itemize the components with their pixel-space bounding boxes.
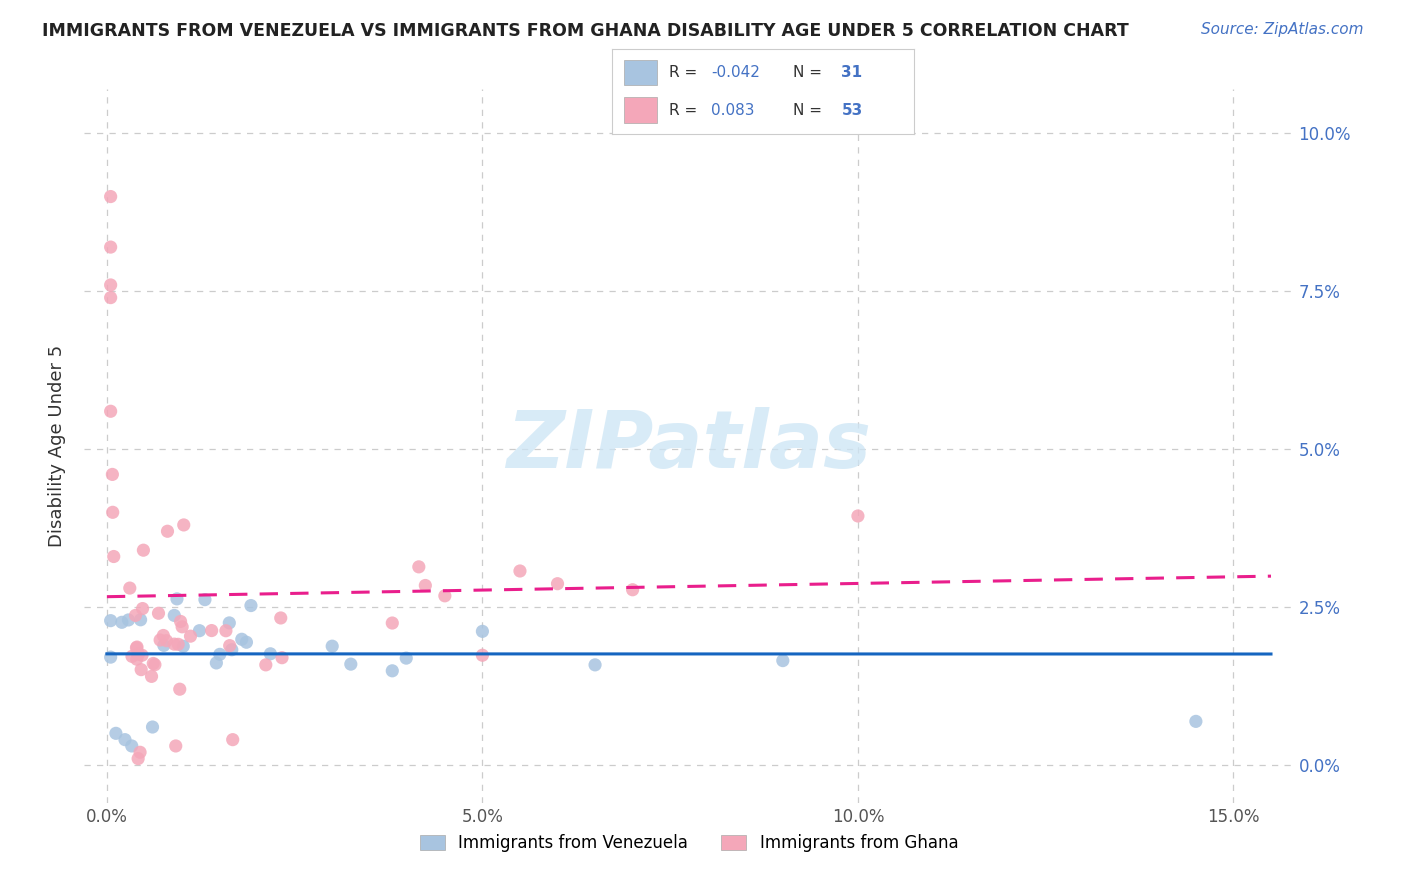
Point bbox=[143, 657, 166, 672]
Point bbox=[509, 564, 531, 578]
Point bbox=[167, 637, 190, 651]
Point bbox=[1185, 714, 1208, 729]
Point bbox=[100, 240, 122, 254]
Point bbox=[321, 639, 343, 653]
Point bbox=[172, 620, 194, 634]
Point bbox=[471, 648, 494, 663]
Point bbox=[100, 277, 122, 292]
Legend: Immigrants from Venezuela, Immigrants from Ghana: Immigrants from Venezuela, Immigrants fr… bbox=[413, 828, 965, 859]
Point bbox=[194, 592, 217, 607]
Point bbox=[231, 632, 253, 647]
Text: Source: ZipAtlas.com: Source: ZipAtlas.com bbox=[1201, 22, 1364, 37]
Point bbox=[381, 615, 404, 630]
Point bbox=[218, 615, 240, 630]
Point bbox=[153, 639, 176, 653]
Point bbox=[169, 615, 191, 629]
Point bbox=[129, 613, 152, 627]
Point bbox=[114, 732, 136, 747]
Point bbox=[169, 682, 191, 697]
Text: R =: R = bbox=[669, 65, 702, 80]
Point bbox=[100, 650, 122, 665]
Point bbox=[100, 189, 122, 203]
Point bbox=[152, 628, 174, 642]
Point bbox=[142, 657, 165, 671]
Text: 31: 31 bbox=[841, 65, 862, 80]
Point bbox=[772, 654, 794, 668]
FancyBboxPatch shape bbox=[624, 60, 657, 86]
Text: N =: N = bbox=[793, 65, 827, 80]
Point bbox=[222, 732, 245, 747]
Point bbox=[121, 739, 143, 753]
Point bbox=[271, 650, 294, 665]
Point bbox=[218, 639, 240, 653]
Point bbox=[270, 611, 292, 625]
Point bbox=[340, 657, 363, 672]
Point bbox=[128, 647, 150, 661]
Point bbox=[173, 517, 195, 532]
Point bbox=[129, 663, 152, 677]
Point bbox=[471, 624, 494, 639]
Point bbox=[163, 637, 186, 651]
Point bbox=[111, 615, 134, 630]
Point bbox=[201, 624, 224, 638]
Y-axis label: Disability Age Under 5: Disability Age Under 5 bbox=[48, 345, 66, 547]
Text: N =: N = bbox=[793, 103, 827, 118]
Point bbox=[101, 505, 124, 519]
Point bbox=[547, 576, 569, 591]
Point bbox=[121, 649, 143, 664]
Point bbox=[131, 601, 153, 615]
Point bbox=[583, 657, 606, 672]
Point bbox=[205, 656, 228, 670]
Point bbox=[125, 652, 148, 666]
Point bbox=[132, 543, 155, 558]
Point bbox=[221, 642, 243, 657]
Point bbox=[395, 651, 418, 665]
Point bbox=[100, 614, 122, 628]
Point bbox=[104, 726, 127, 740]
Point bbox=[100, 291, 122, 305]
Text: 53: 53 bbox=[841, 103, 863, 118]
Point bbox=[141, 669, 163, 683]
Point bbox=[621, 582, 644, 597]
Point bbox=[259, 647, 281, 661]
Point bbox=[163, 608, 186, 623]
Point bbox=[100, 404, 122, 418]
Point bbox=[188, 624, 211, 638]
Point bbox=[117, 613, 139, 627]
Point bbox=[215, 624, 238, 638]
Point bbox=[129, 745, 152, 759]
Text: ZIPatlas: ZIPatlas bbox=[506, 407, 872, 485]
Point bbox=[408, 559, 430, 574]
Point bbox=[131, 648, 153, 663]
Point bbox=[235, 635, 257, 649]
Point bbox=[179, 629, 201, 643]
Point bbox=[846, 508, 869, 523]
Point bbox=[254, 657, 277, 672]
Point bbox=[118, 581, 141, 595]
Text: -0.042: -0.042 bbox=[711, 65, 761, 80]
Point bbox=[125, 640, 148, 654]
Text: 0.083: 0.083 bbox=[711, 103, 755, 118]
Point bbox=[166, 591, 188, 606]
Point bbox=[127, 751, 149, 765]
Point bbox=[208, 648, 231, 662]
Point bbox=[172, 640, 194, 654]
Point bbox=[433, 589, 456, 603]
Point bbox=[148, 607, 170, 621]
FancyBboxPatch shape bbox=[624, 97, 657, 123]
Point bbox=[156, 524, 179, 539]
Point bbox=[415, 578, 437, 592]
Point bbox=[165, 739, 187, 753]
Point bbox=[239, 599, 262, 613]
Point bbox=[101, 467, 124, 482]
Point bbox=[149, 632, 172, 647]
Point bbox=[125, 640, 148, 655]
Text: R =: R = bbox=[669, 103, 707, 118]
Point bbox=[381, 664, 404, 678]
Point bbox=[141, 720, 163, 734]
Text: IMMIGRANTS FROM VENEZUELA VS IMMIGRANTS FROM GHANA DISABILITY AGE UNDER 5 CORREL: IMMIGRANTS FROM VENEZUELA VS IMMIGRANTS … bbox=[42, 22, 1129, 40]
Point bbox=[155, 633, 177, 648]
Point bbox=[103, 549, 125, 564]
Point bbox=[124, 608, 146, 623]
